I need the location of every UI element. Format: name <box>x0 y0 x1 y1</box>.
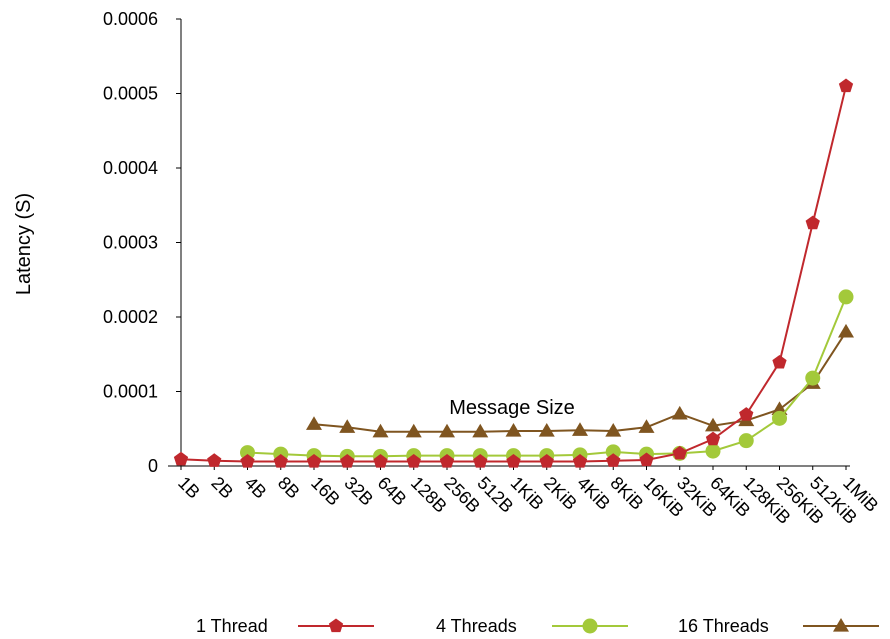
y-tick-label: 0 <box>148 456 158 476</box>
data-point <box>705 431 721 446</box>
x-tick-label: 16B <box>307 473 344 510</box>
data-point <box>705 443 721 459</box>
data-point <box>539 454 554 468</box>
y-tick-label: 0.0003 <box>103 233 158 253</box>
data-point <box>705 417 721 432</box>
data-point <box>838 289 854 305</box>
data-point <box>306 454 322 468</box>
data-point <box>639 452 654 467</box>
y-tick-label: 0.0004 <box>103 158 158 178</box>
x-tick-label: 512B <box>473 473 517 517</box>
x-tick-label: 32B <box>340 473 377 510</box>
data-point <box>838 78 854 93</box>
legend-item: 4 Threads <box>436 616 628 636</box>
data-point <box>373 454 388 468</box>
data-point <box>572 454 588 468</box>
data-point <box>439 423 455 438</box>
legend-swatch-marker <box>328 618 344 633</box>
series-0 <box>173 78 854 468</box>
legend-label: 4 Threads <box>436 616 517 636</box>
data-point <box>572 422 588 436</box>
x-axis: 1B 2B 4B 8B 16B32B64B128B256B512B1KiB2KiB4Ki… <box>168 465 882 528</box>
data-point <box>240 454 255 468</box>
x-tick-label: 2B <box>207 473 237 503</box>
series-1 <box>240 289 854 464</box>
x-tick-label: 8B <box>274 473 304 503</box>
data-point <box>671 405 688 420</box>
x-tick-label: 8KiB <box>606 473 647 514</box>
series-2 <box>306 323 854 438</box>
data-point <box>473 454 488 468</box>
data-point <box>240 445 255 461</box>
y-tick-label: 0.0002 <box>103 307 158 327</box>
legend-label: 16 Threads <box>678 616 769 636</box>
plot-area <box>173 78 854 468</box>
data-point <box>605 422 622 437</box>
legend-item: 16 Threads <box>678 616 879 636</box>
data-point <box>339 419 356 433</box>
data-point <box>805 215 820 230</box>
data-point <box>638 419 655 433</box>
x-tick-label: 1B <box>174 473 204 503</box>
y-axis: 0 0.0001 0.0002 0.0003 0.0004 0.0005 0.0006 <box>103 9 182 476</box>
legend-item: 1 Thread <box>196 616 374 636</box>
data-point <box>207 453 222 467</box>
x-tick-label: 4B <box>241 473 271 503</box>
data-point <box>273 454 288 468</box>
x-tick-label: 4KiB <box>573 473 614 514</box>
data-point <box>771 401 788 415</box>
data-point <box>173 451 189 466</box>
data-point <box>506 454 521 468</box>
data-point <box>672 445 687 460</box>
data-point <box>605 444 621 460</box>
data-point <box>306 416 322 430</box>
data-point <box>472 423 489 438</box>
y-tick-label: 0.0006 <box>103 9 158 29</box>
data-point <box>805 370 821 386</box>
data-point <box>838 323 854 338</box>
data-point <box>738 433 754 449</box>
data-point <box>439 454 455 468</box>
legend-swatch-marker <box>833 618 849 632</box>
data-point <box>606 453 621 467</box>
x-tick-label: 1KiB <box>507 473 548 514</box>
legend-label: 1 Thread <box>196 616 268 636</box>
data-point <box>538 422 555 437</box>
y-axis-title: Latency (S) <box>13 193 35 295</box>
y-tick-label: 0.0005 <box>103 84 158 104</box>
data-point <box>505 422 522 437</box>
data-point <box>739 407 754 421</box>
data-point <box>405 423 422 438</box>
y-tick-label: 0.0001 <box>103 382 158 402</box>
x-axis-title: Message Size <box>449 397 575 419</box>
x-tick-label: 64B <box>374 473 411 510</box>
legend: 1 Thread 4 Threads 16 Threads <box>196 616 879 636</box>
data-point <box>372 423 389 438</box>
data-point <box>772 354 787 369</box>
x-tick-label: 256B <box>440 473 484 517</box>
data-point <box>340 454 355 468</box>
data-point <box>406 454 421 468</box>
legend-swatch-marker <box>582 618 598 634</box>
x-tick-label: 128B <box>407 473 451 517</box>
data-point <box>772 410 787 426</box>
x-tick-label: 2KiB <box>540 473 581 514</box>
